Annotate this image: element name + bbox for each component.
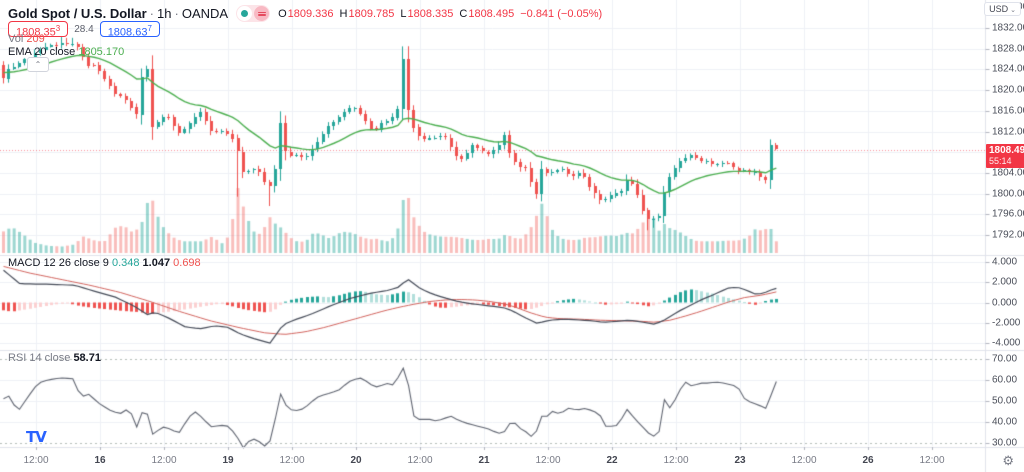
axis-tick-label: -2.000 (992, 317, 1021, 329)
interval-label: 1h (157, 6, 172, 21)
buy-button[interactable]: 1808.637 (99, 21, 160, 39)
axis-tick-label: 1828.000 (992, 43, 1024, 55)
rsi-value: 58.71 (73, 352, 101, 364)
axis-tick-label: 2.000 (992, 276, 1018, 288)
status-dot-icon (241, 10, 249, 17)
symbol-title[interactable]: Gold Spot / U.S. Dollar · 1h · OANDA (8, 6, 229, 21)
time-tick-label: 23 (734, 455, 746, 466)
time-tick-label: 12:00 (151, 455, 177, 466)
axis-tick-label: 1796.000 (992, 208, 1024, 220)
time-tick-label: 19 (222, 455, 234, 466)
macd-line-value: 1.047 (142, 257, 171, 269)
macd-hist-value: 0.348 (111, 257, 140, 269)
time-tick-label: 21 (478, 455, 490, 466)
axis-tick-label: -4.000 (992, 337, 1021, 349)
news-headlines-icon[interactable] (254, 6, 270, 21)
ema-legend[interactable]: EMA 20 close 1805.170 (8, 46, 125, 58)
header-toggle-group (236, 5, 271, 22)
volume-legend[interactable]: Vol 209 (8, 33, 45, 45)
chart-header: Gold Spot / U.S. Dollar · 1h · OANDA O1809.3… (8, 5, 602, 22)
exchange-label: OANDA (181, 6, 229, 21)
last-price-value: 1808.495 (989, 144, 1024, 156)
open-value: 1809.336 (287, 7, 334, 20)
rsi-legend[interactable]: RSI 14 close 58.71 (8, 352, 101, 364)
axis-tick-label: 1800.000 (992, 188, 1024, 200)
axis-tick-label: 0.000 (992, 297, 1018, 308)
time-tick-label: 12:00 (663, 455, 689, 466)
ema-value: 1805.170 (78, 46, 125, 58)
chevron-up-icon: ⌃ (34, 59, 42, 69)
market-status-icon[interactable] (237, 6, 253, 21)
axis-tick-label: 70.00 (992, 353, 1018, 365)
time-tick-label: 12:00 (407, 455, 433, 466)
time-tick-label: 12:00 (791, 455, 817, 466)
high-value: 1809.785 (348, 7, 395, 20)
axis-tick-label: 40.00 (992, 416, 1018, 428)
settings-gear-icon[interactable]: ⚙ (1002, 453, 1014, 468)
sell-button[interactable]: 1808.353 (8, 21, 69, 39)
axis-tick-label: 30.00 (992, 437, 1018, 449)
close-value: 1808.495 (468, 7, 515, 20)
bar-countdown: 55:14 (989, 155, 1012, 166)
ohlc-readout: O1809.336 H1809.785 L1808.335 C1808.495 … (278, 7, 603, 20)
spread-value: 28.4 (74, 23, 94, 35)
time-tick-label: 22 (606, 455, 618, 466)
axis-tick-label: 1792.000 (992, 229, 1024, 241)
axis-tick-label: 1816.000 (992, 105, 1024, 117)
axis-tick-label: 1804.000 (992, 167, 1024, 179)
macd-signal-value: 0.698 (173, 257, 201, 269)
axis-tick-label: 1824.000 (992, 63, 1024, 75)
time-tick-label: 16 (94, 455, 106, 466)
currency-dropdown[interactable]: USD ⌄ (984, 2, 1021, 16)
time-tick-label: 12:00 (23, 455, 49, 466)
quote-buttons: 1808.353 28.4 1808.637 (8, 21, 160, 39)
change-value: −0.841 (−0.05%) (520, 7, 603, 20)
axis-tick-label: 1832.000 (992, 22, 1024, 34)
axis-tick-label: 1820.000 (992, 84, 1024, 96)
time-tick-label: 12:00 (535, 455, 561, 466)
chevron-down-icon: ⌄ (1010, 7, 1016, 14)
macd-legend[interactable]: MACD 12 26 close 9 0.348 1.047 0.698 (8, 257, 201, 269)
axis-tick-label: 50.00 (992, 395, 1018, 407)
time-tick-label: 12:00 (919, 455, 945, 466)
low-value: 1808.335 (407, 7, 454, 20)
collapse-legend-button[interactable]: ⌃ (27, 57, 49, 72)
axis-tick-label: 1812.000 (992, 126, 1024, 137)
time-tick-label: 12:00 (279, 455, 305, 466)
volume-value: 209 (26, 33, 45, 45)
tradingview-logo[interactable]: TV (26, 428, 47, 446)
symbol-name: Gold Spot / U.S. Dollar (8, 6, 147, 21)
time-tick-label: 20 (350, 455, 362, 466)
axis-tick-label: 60.00 (992, 374, 1018, 386)
last-price-badge: 1808.495 55:14 (986, 143, 1024, 168)
time-tick-label: 26 (862, 455, 874, 466)
axis-tick-label: 4.000 (992, 256, 1018, 268)
